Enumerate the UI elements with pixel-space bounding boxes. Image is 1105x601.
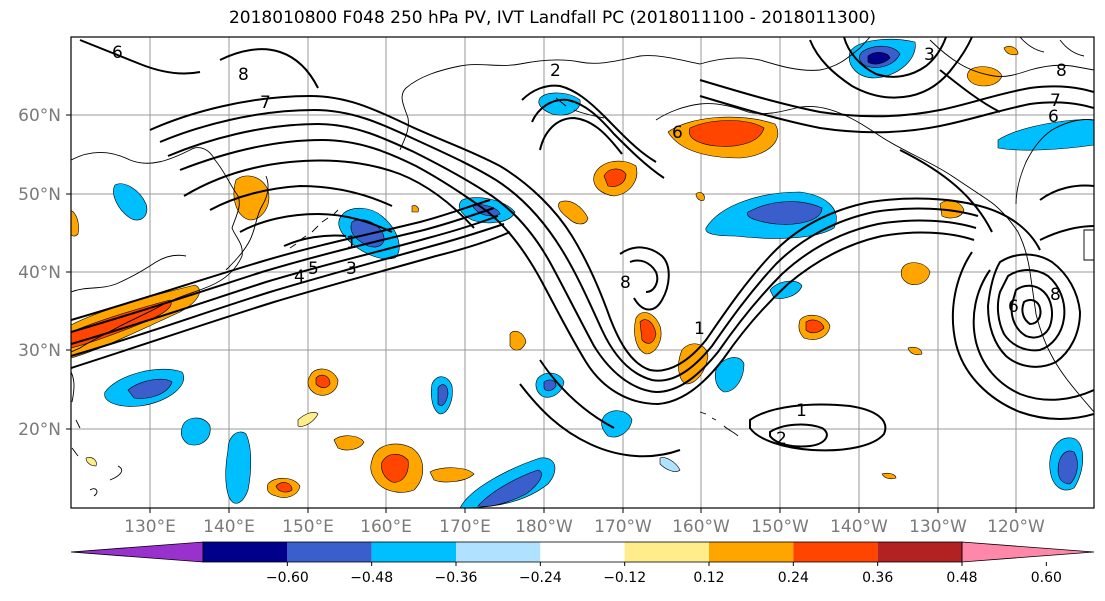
colorbar-tick-label: −0.60 xyxy=(266,570,309,586)
contour-label: 6 xyxy=(672,123,683,143)
colorbar-segment xyxy=(287,542,372,562)
lon-label: 160°W xyxy=(672,517,730,537)
contour-label: 8 xyxy=(238,65,249,85)
lat-label: 30°N xyxy=(18,341,61,361)
contour-labels: 6 8 7 2 3 6 8 7 6 4 5 3 1 8 1 1 2 6 8 xyxy=(112,43,1067,449)
colorbar-tick-label: 0.48 xyxy=(946,570,977,586)
contour-label: 6 xyxy=(1048,107,1059,127)
contour-label: 3 xyxy=(346,259,357,279)
colorbar-tick-label: 0.24 xyxy=(778,570,809,586)
colorbar-segment xyxy=(877,542,962,562)
lon-label: 140°E xyxy=(203,517,255,537)
lat-label: 20°N xyxy=(18,420,61,440)
lon-label: 120°W xyxy=(987,517,1045,537)
lon-label: 180°W xyxy=(515,517,573,537)
contour-label: 3 xyxy=(924,45,935,65)
contour-label: 5 xyxy=(308,259,319,279)
colorbar-outline xyxy=(202,541,963,563)
colorbar-segment xyxy=(624,542,709,562)
contour-label: 1 xyxy=(796,401,807,421)
lat-label: 50°N xyxy=(18,185,61,205)
contour-label: 1 xyxy=(694,319,705,339)
colorbar-segment xyxy=(540,542,625,562)
colorbar-tick-label: 0.36 xyxy=(862,570,893,586)
contour-label: 6 xyxy=(112,43,123,63)
lon-label: 150°E xyxy=(282,517,334,537)
contour-label: 7 xyxy=(1050,91,1061,111)
lon-label: 130°E xyxy=(124,517,176,537)
lon-label: 150°W xyxy=(751,517,809,537)
pv-contours xyxy=(71,37,1094,458)
contour-label: 4 xyxy=(294,267,305,287)
lon-label: 170°E xyxy=(439,517,491,537)
colorbar: −0.60 −0.48 −0.36 −0.24 −0.12 0.12 0.24 0.36 0.4… xyxy=(70,541,1095,586)
contour-label: 6 xyxy=(1008,297,1019,317)
contour-label: 1 xyxy=(346,233,357,253)
lat-label: 40°N xyxy=(18,263,61,283)
colorbar-extend-high xyxy=(961,541,1095,563)
colorbar-segment xyxy=(371,542,456,562)
contour-label: 7 xyxy=(260,93,271,113)
colorbar-segment xyxy=(203,542,288,562)
lon-label: 130°W xyxy=(909,517,967,537)
colorbar-segment xyxy=(709,542,794,562)
contour-label: 2 xyxy=(776,429,787,449)
colorbar-tick-label: 0.60 xyxy=(1031,570,1062,586)
lat-label: 60°N xyxy=(18,106,61,126)
contour-label: 2 xyxy=(550,61,561,81)
colorbar-extend-low xyxy=(70,541,204,563)
colorbar-tick-label: −0.48 xyxy=(350,570,393,586)
map-title: 2018010800 F048 250 hPa PV, IVT Landfall… xyxy=(228,8,876,28)
longitude-labels: 130°E 140°E 150°E 160°E 170°E 180°W 170°… xyxy=(124,517,1045,537)
contour-label: 8 xyxy=(1056,61,1067,81)
colorbar-tick-label: −0.12 xyxy=(603,570,646,586)
colorbar-tick-label: −0.24 xyxy=(519,570,562,586)
colorbar-tick-label: −0.36 xyxy=(435,570,478,586)
latitude-labels: 60°N 50°N 40°N 30°N 20°N xyxy=(18,106,61,440)
coastlines xyxy=(71,37,1094,497)
colorbar-segment xyxy=(793,542,878,562)
lon-label: 170°W xyxy=(594,517,652,537)
axis-ticks xyxy=(66,114,1017,513)
contour-label: 8 xyxy=(1050,285,1061,305)
lon-label: 160°E xyxy=(360,517,412,537)
contour-label: 8 xyxy=(620,273,631,293)
colorbar-tick-label: 0.12 xyxy=(693,570,724,586)
lon-label: 140°W xyxy=(830,517,888,537)
colorbar-segment xyxy=(456,542,541,562)
